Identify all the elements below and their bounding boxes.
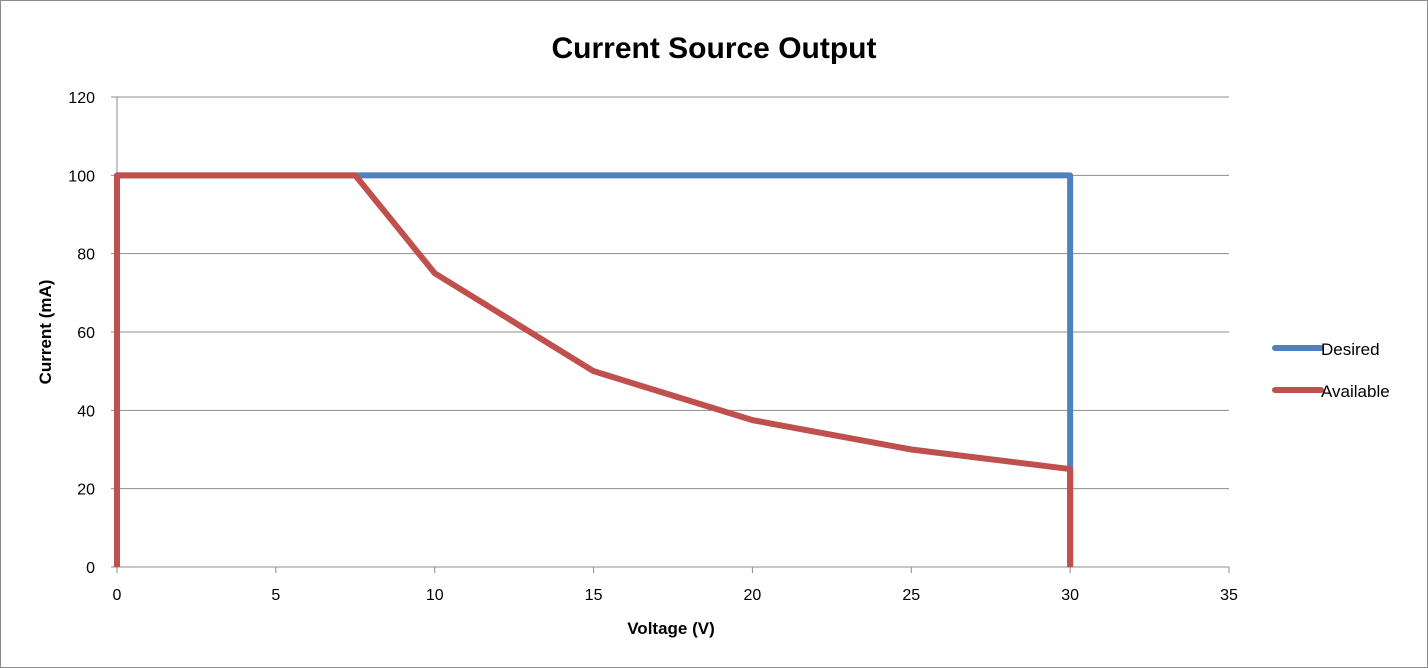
x-tick-label: 35 <box>1220 587 1238 604</box>
x-tick-label: 0 <box>113 587 122 604</box>
data-point-available <box>116 566 118 568</box>
data-point-available <box>1069 566 1071 568</box>
gridlines <box>117 96 1229 490</box>
y-tick-label: 20 <box>77 482 95 499</box>
x-axis-title: Voltage (V) <box>627 619 715 638</box>
chart-title: Current Source Output <box>551 32 876 65</box>
data-point-available <box>751 419 753 421</box>
y-tick-label: 80 <box>77 247 95 264</box>
x-tick-label: 30 <box>1061 587 1079 604</box>
legend: Desired Available <box>1272 340 1390 401</box>
y-tick-label: 40 <box>77 403 95 420</box>
x-tick-labels: 0 5 10 15 20 25 30 35 <box>113 587 1238 604</box>
x-tick-label: 25 <box>902 587 920 604</box>
data-point-available <box>434 272 436 274</box>
x-tick-label: 20 <box>744 587 762 604</box>
data-point-available <box>354 174 356 176</box>
legend-label-available: Available <box>1321 382 1390 401</box>
x-tick-label: 5 <box>271 587 280 604</box>
data-point-available <box>116 174 118 176</box>
y-tick-label: 120 <box>68 90 95 107</box>
data-point-available <box>1069 468 1071 470</box>
y-tick-label: 100 <box>68 168 95 185</box>
y-tick-label: 0 <box>86 560 95 577</box>
legend-label-desired: Desired <box>1321 340 1380 359</box>
y-axis-title: Current (mA) <box>36 280 55 385</box>
data-point-available <box>910 449 912 450</box>
x-tick-label: 15 <box>585 587 603 604</box>
data-point-desired <box>1069 174 1071 176</box>
data-point-available <box>593 370 595 372</box>
y-tick-label: 60 <box>77 325 95 342</box>
axes <box>111 96 1230 573</box>
x-tick-label: 10 <box>426 587 444 604</box>
series-layer <box>114 172 1074 568</box>
y-tick-labels: 0 20 40 60 80 100 120 <box>68 90 95 577</box>
